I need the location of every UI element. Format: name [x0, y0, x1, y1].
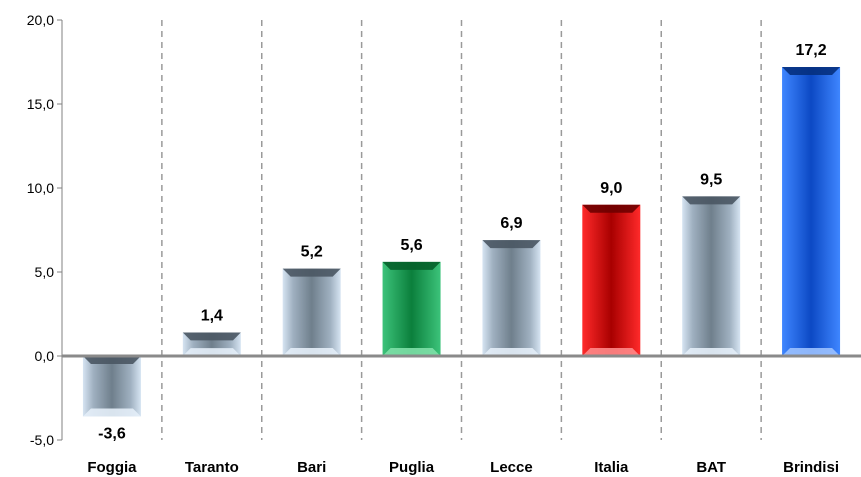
- bar-lecce: [482, 240, 541, 356]
- category-label: BAT: [696, 459, 726, 476]
- data-label: 9,5: [700, 171, 722, 188]
- category-label: Taranto: [185, 459, 239, 476]
- y-tick-label: 20,0: [27, 12, 54, 28]
- category-label: Lecce: [490, 459, 533, 476]
- data-label: 5,2: [301, 244, 323, 261]
- data-label: 5,6: [400, 237, 422, 254]
- y-tick-label: -5,0: [30, 432, 54, 448]
- y-tick-label: 0,0: [35, 348, 55, 364]
- data-label: 1,4: [201, 307, 223, 324]
- category-label: Italia: [594, 459, 629, 476]
- bar-taranto: [182, 332, 241, 356]
- data-label: 9,0: [600, 180, 622, 197]
- labels: -3,6 Foggia 1,4 Taranto 5,2 Bari 5,6 Puglia 6,9 L…: [87, 42, 839, 476]
- bars: [62, 67, 861, 417]
- category-label: Brindisi: [783, 459, 839, 476]
- bar-puglia: [382, 261, 441, 356]
- bar-bat: [682, 196, 741, 356]
- category-separators: [161, 20, 762, 440]
- y-tick-label: 10,0: [27, 180, 54, 196]
- data-label: 6,9: [500, 215, 522, 232]
- bar-bari: [282, 268, 341, 356]
- bar-italia: [582, 204, 641, 356]
- y-axis: -5,0 0,0 5,0 10,0 15,0 20,0: [27, 12, 63, 448]
- y-tick-label: 5,0: [35, 264, 55, 280]
- y-tick-label: 15,0: [27, 96, 54, 112]
- category-label: Puglia: [389, 459, 435, 476]
- data-label: -3,6: [98, 425, 126, 442]
- category-label: Bari: [297, 459, 326, 476]
- category-label: Foggia: [87, 459, 137, 476]
- data-label: 17,2: [795, 42, 826, 59]
- bar-foggia: [82, 356, 141, 417]
- bar-brindisi: [782, 67, 841, 356]
